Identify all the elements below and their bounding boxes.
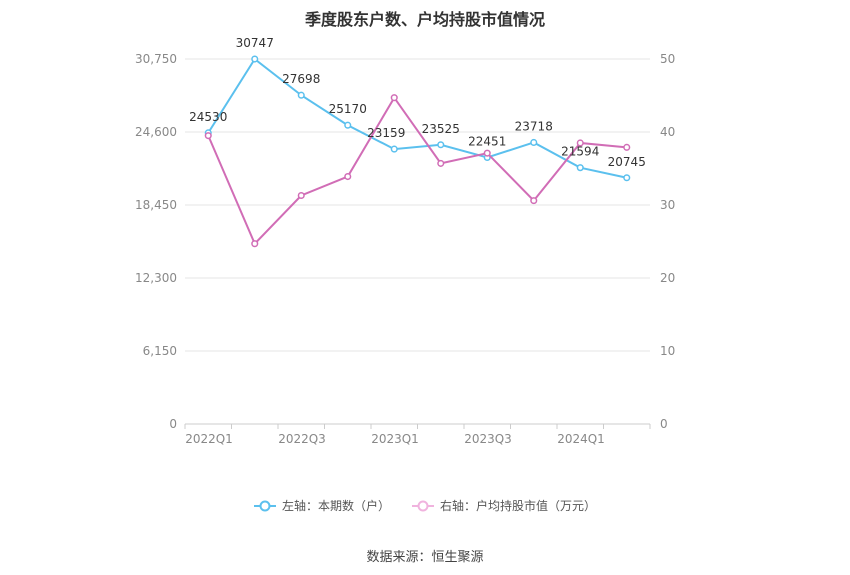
x-axis-tick-label: 2023Q3 bbox=[464, 432, 512, 446]
data-point bbox=[530, 197, 538, 205]
data-label: 30747 bbox=[236, 36, 274, 50]
left-axis-tick-label: 6,150 bbox=[143, 344, 177, 358]
data-label: 23718 bbox=[515, 119, 553, 133]
data-point bbox=[390, 94, 398, 102]
legend-label-households: 左轴：本期数（户） bbox=[281, 499, 390, 513]
data-label: 25170 bbox=[329, 102, 367, 116]
right-axis-tick-label: 30 bbox=[660, 198, 675, 212]
right-axis-tick-label: 20 bbox=[660, 271, 675, 285]
data-point bbox=[437, 141, 445, 149]
data-point bbox=[251, 55, 259, 63]
left-axis-tick-label: 30,750 bbox=[135, 52, 177, 66]
data-label: 23159 bbox=[367, 126, 405, 140]
data-point bbox=[576, 139, 584, 147]
source-note: 数据来源：恒生聚源 bbox=[366, 550, 484, 565]
x-axis-tick-label: 2022Q1 bbox=[185, 432, 233, 446]
data-label: 22451 bbox=[468, 135, 506, 149]
data-point bbox=[344, 172, 352, 181]
legend: 左轴：本期数（户） 右轴：户均持股市值（万元） bbox=[0, 497, 850, 514]
left-axis-tick-label: 0 bbox=[169, 417, 177, 431]
data-point bbox=[437, 159, 445, 167]
data-point bbox=[576, 164, 584, 172]
legend-line-circle-icon bbox=[253, 500, 276, 511]
data-point bbox=[623, 143, 631, 151]
data-point bbox=[390, 145, 398, 153]
right-axis-tick-label: 50 bbox=[660, 52, 675, 66]
data-point bbox=[344, 121, 352, 129]
right-axis-tick-label: 40 bbox=[660, 125, 675, 139]
data-label: 23525 bbox=[422, 122, 460, 136]
data-point bbox=[204, 132, 212, 140]
chart-title: 季度股东户数、户均持股市值情况 bbox=[304, 10, 545, 29]
series-line-avg-value bbox=[207, 95, 627, 246]
data-label: 24530 bbox=[189, 110, 227, 124]
legend-line-circle-icon bbox=[412, 500, 434, 511]
data-label: 27698 bbox=[282, 72, 320, 86]
data-point bbox=[623, 174, 631, 182]
x-axis-tick-label: 2024Q1 bbox=[557, 432, 605, 446]
right-axis-tick-label: 0 bbox=[660, 417, 668, 431]
data-point bbox=[297, 91, 305, 99]
x-axis-tick-label: 2023Q1 bbox=[371, 432, 419, 446]
left-axis-tick-label: 18,450 bbox=[135, 198, 177, 212]
legend-label-avg-value: 右轴：户均持股市值（万元） bbox=[440, 499, 597, 513]
data-point bbox=[530, 138, 538, 147]
data-point bbox=[251, 240, 259, 248]
legend-item-households[interactable]: 左轴：本期数（户） bbox=[253, 497, 390, 514]
left-axis-tick-label: 12,300 bbox=[135, 271, 177, 285]
left-axis-tick-label: 24,600 bbox=[135, 125, 177, 139]
x-axis-tick-label: 2022Q3 bbox=[278, 432, 326, 446]
data-point bbox=[483, 149, 491, 157]
data-point bbox=[297, 191, 305, 200]
data-label: 20745 bbox=[608, 155, 646, 169]
right-axis-tick-label: 10 bbox=[660, 344, 675, 358]
series-line-households bbox=[207, 57, 627, 179]
legend-item-avg-value[interactable]: 右轴：户均持股市值（万元） bbox=[412, 497, 596, 514]
data-label: 21594 bbox=[561, 145, 599, 159]
